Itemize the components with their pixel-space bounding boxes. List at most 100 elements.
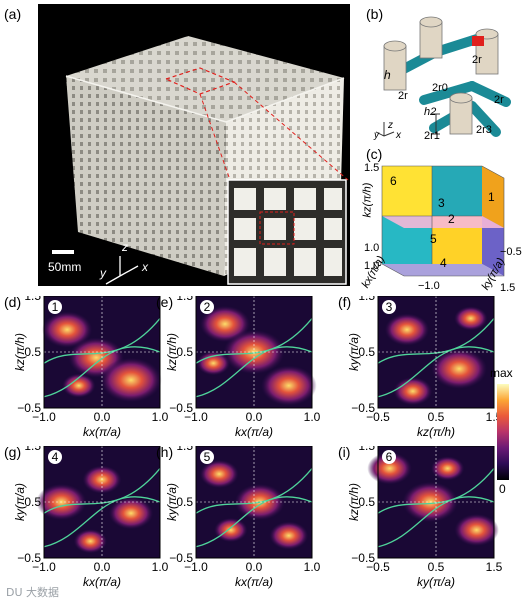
- intensity-blob: [260, 365, 317, 406]
- y-tick-label: −0.5: [17, 401, 41, 415]
- region-badge-text: 5: [204, 450, 211, 464]
- x-tick-label: 0.0: [94, 560, 111, 574]
- cube-region-4: 4: [440, 256, 447, 270]
- cube-tick-2: 1.0: [364, 242, 380, 254]
- region-badge: [48, 300, 62, 314]
- y-tick-label: 1.5: [176, 296, 193, 303]
- x-axis-label: ky(π/a): [417, 575, 455, 589]
- intensity-blob: [73, 529, 108, 554]
- cell-label-2r: 2r: [398, 90, 408, 102]
- y-tick-label: −0.5: [169, 551, 193, 565]
- y-axis-label: ky(π/a): [14, 483, 27, 521]
- iso-contour: [377, 496, 495, 548]
- iso-contour: [43, 467, 161, 514]
- cube-tick-5: −1.0: [418, 280, 440, 292]
- x-tick-label: 1.5: [486, 560, 503, 574]
- iso-contour: [43, 496, 161, 548]
- intensity-blob: [454, 513, 499, 547]
- region-badge-text: 1: [52, 300, 59, 314]
- plot-frame: [377, 446, 495, 559]
- cube-graphic: [381, 165, 505, 277]
- cell-label-h2: h2: [424, 106, 437, 118]
- intensity-blob: [108, 497, 154, 530]
- intensity-blob: [214, 517, 248, 543]
- heatmap-f: 3−0.5 0.5 1.51.50.5−0.5kz(π/h)ky(π/a): [348, 296, 503, 439]
- cell-label-2r3: 2r3: [476, 124, 492, 136]
- unit-cell-diagram: h 2r 2r0 2r 2r h2 2r1 2r3 z y x: [374, 10, 526, 150]
- y-tick-label: −0.5: [17, 551, 41, 565]
- x-tick-label: 0.0: [246, 560, 263, 574]
- x-tick-label: 1.0: [152, 560, 169, 574]
- cube-region-6: 6: [390, 174, 397, 188]
- cube-region-3: 3: [438, 196, 445, 210]
- iso-contour: [43, 317, 161, 364]
- heatmap-e: 2 −1.0 0.0 1.0 1.5 0.5 −0.5 kx(π/a) kz(π/h): [166, 296, 321, 439]
- region-badge-text: 4: [52, 450, 59, 464]
- photo-axis-x: x: [142, 260, 148, 274]
- x-axis-label: kx(π/a): [83, 425, 121, 439]
- plot-frame: [43, 296, 161, 409]
- x-axis-label: kx(π/a): [83, 575, 121, 589]
- cell-label-2r1: 2r1: [424, 130, 440, 142]
- unit-cell-graphic: [375, 16, 511, 137]
- colorbar-max-label: max: [490, 366, 513, 380]
- x-tick-label: −0.5: [366, 410, 390, 424]
- x-tick-label: 0.5: [428, 410, 445, 424]
- panel-label-f: (f): [338, 294, 352, 310]
- region-badge-text: 3: [386, 300, 393, 314]
- iso-contour: [195, 467, 313, 514]
- region-badge-text: 6: [386, 450, 393, 464]
- intensity-blob: [393, 377, 433, 406]
- y-axis-label: ky(π/a): [166, 483, 179, 521]
- heatmap-d: 1 −1.0 0.0 1.0 1.5 0.5 −0.5 kx(π/a) kz(π/h): [14, 296, 169, 439]
- panel-label-g: (g): [4, 444, 22, 460]
- plot-frame: [377, 296, 495, 409]
- watermark: DU 大数据: [6, 586, 60, 599]
- iso-contour: [377, 346, 495, 398]
- panel-label-i: (i): [338, 444, 351, 460]
- intensity-blob: [199, 459, 239, 489]
- region-badge: [200, 450, 214, 464]
- intensity-blob: [196, 351, 231, 376]
- x-axis-label: kx(π/a): [235, 425, 273, 439]
- intensity-blob: [269, 521, 309, 550]
- cell-label-2r-top: 2r: [472, 54, 482, 66]
- heatmap-i: 6 −0.5 0.5 1.5 1.5 0.5 −0.5 ky(π/a) kz(π/h): [348, 446, 503, 589]
- cell-label-2r-right: 2r: [494, 94, 504, 106]
- intensity-blob: [62, 373, 96, 398]
- y-axis-label: ky(π/a): [348, 333, 361, 371]
- region-badge: [382, 300, 396, 314]
- cube-region-2: 2: [448, 212, 455, 226]
- region-badge: [382, 450, 396, 464]
- intensity-blob: [100, 357, 162, 403]
- iso-contour: [195, 346, 313, 398]
- scale-bar-label: 50mm: [48, 260, 82, 274]
- y-tick-label: −0.5: [169, 401, 193, 415]
- photo-axis-z: z: [122, 240, 128, 254]
- y-tick-label: 0.5: [358, 495, 375, 509]
- x-axis-label: kx(π/a): [235, 575, 273, 589]
- iso-contour: [377, 317, 495, 364]
- cell-axis-x: x: [396, 130, 401, 141]
- y-tick-label: 0.5: [358, 345, 375, 359]
- photo-axis-y: y: [100, 266, 106, 280]
- y-tick-label: 0.5: [24, 345, 41, 359]
- region-badge: [48, 450, 62, 464]
- cube-tick-1: 1.5: [364, 162, 380, 174]
- intensity-blob: [430, 456, 465, 481]
- x-axis-label: kz(π/h): [417, 425, 455, 439]
- cube-tick-4: 1.0: [364, 260, 380, 272]
- y-tick-label: 1.5: [24, 296, 41, 303]
- y-tick-label: −0.5: [351, 551, 375, 565]
- y-axis-label: kz(π/h): [14, 333, 27, 371]
- x-tick-label: 1.0: [304, 410, 321, 424]
- cube-region-1: 1: [488, 190, 495, 204]
- intensity-blob: [199, 305, 251, 343]
- colorbar-min-label: 0: [499, 482, 506, 496]
- cube-tick-6: 1.5: [500, 282, 516, 294]
- iso-contour: [377, 467, 495, 514]
- x-tick-label: 0.0: [94, 410, 111, 424]
- cell-axis-z: z: [388, 120, 393, 131]
- x-tick-label: −1.0: [32, 560, 56, 574]
- panel-label-b: (b): [366, 6, 384, 22]
